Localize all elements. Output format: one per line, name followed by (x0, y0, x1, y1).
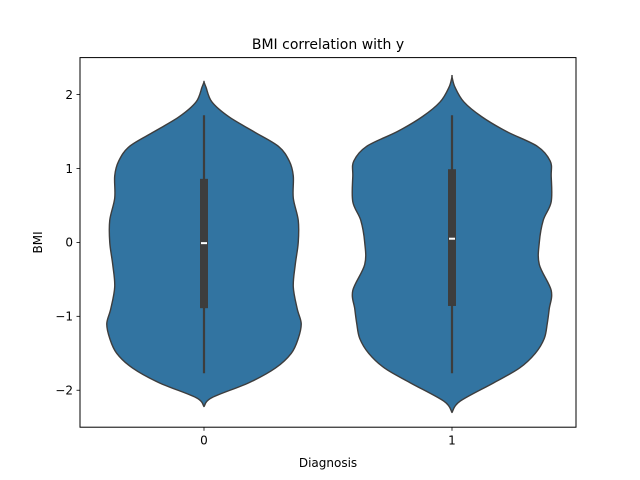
iqr-box-1 (448, 169, 456, 306)
y-tick-label: −1 (55, 310, 73, 324)
y-tick-label: −2 (55, 384, 73, 398)
x-tick-label: 0 (200, 434, 208, 448)
y-tick-label: 1 (65, 162, 73, 176)
y-tick-label: 0 (65, 236, 73, 250)
y-axis: −2 −1 0 1 2 (55, 88, 80, 398)
violin-0 (106, 80, 302, 408)
x-tick-label: 1 (448, 434, 456, 448)
chart-title: BMI correlation with y (252, 37, 404, 53)
x-axis-label: Diagnosis (299, 456, 357, 470)
violin-1 (351, 74, 553, 414)
y-axis-label: BMI (31, 231, 45, 253)
plot-area (106, 74, 553, 414)
y-tick-label: 2 (65, 88, 73, 102)
